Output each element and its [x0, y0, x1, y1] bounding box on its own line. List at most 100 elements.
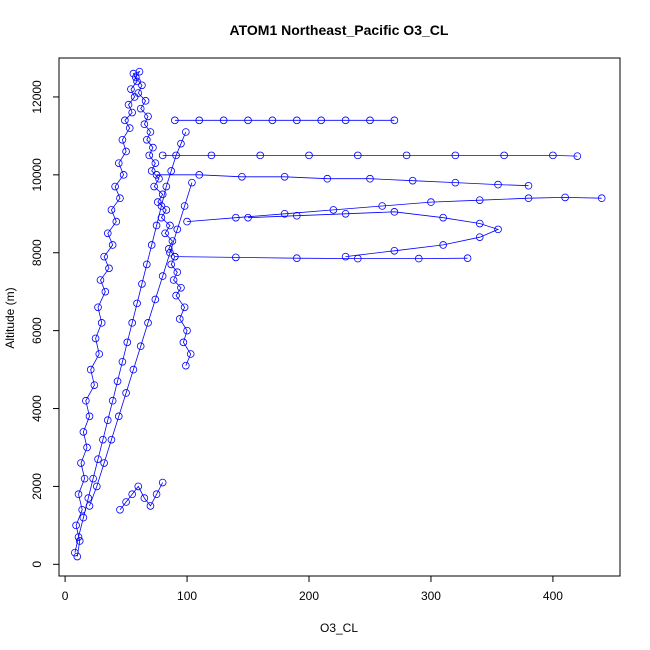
- data-point: [122, 389, 130, 397]
- data-point: [114, 412, 123, 421]
- data-point: [144, 319, 152, 327]
- data-point: [151, 159, 160, 167]
- series-line: [247, 211, 500, 257]
- series-line: [174, 256, 468, 260]
- data-point: [128, 108, 136, 117]
- data-point: [158, 272, 167, 280]
- data-point: [561, 193, 569, 202]
- y-tick-label: 12000: [30, 80, 44, 114]
- data-point: [280, 209, 289, 218]
- series-line: [162, 154, 578, 157]
- data-point: [180, 202, 189, 210]
- series-line: [187, 196, 602, 222]
- data-point: [414, 254, 423, 263]
- data-point: [390, 246, 399, 255]
- data-series: [171, 252, 472, 263]
- data-point: [113, 377, 122, 386]
- data-point: [132, 73, 140, 82]
- data-point: [524, 194, 533, 203]
- data-point: [121, 116, 129, 125]
- data-point: [145, 151, 154, 160]
- data-point: [107, 206, 116, 214]
- y-tick-label: 8000: [30, 239, 44, 266]
- data-point: [129, 365, 138, 374]
- data-point: [171, 252, 179, 261]
- data-point: [164, 245, 173, 253]
- data-point: [94, 303, 102, 312]
- series-line: [119, 482, 164, 511]
- data-point: [329, 206, 338, 214]
- data-point: [108, 241, 117, 249]
- data-point: [100, 459, 108, 467]
- data-point: [71, 548, 79, 557]
- data-point: [177, 139, 185, 148]
- data-point: [166, 221, 174, 230]
- x-tick-label: 200: [299, 589, 319, 603]
- data-point: [73, 552, 82, 561]
- data-point: [353, 151, 362, 160]
- data-point: [107, 435, 116, 444]
- x-axis-label: O3_CL: [320, 621, 358, 635]
- data-point: [143, 135, 151, 144]
- data-point: [157, 202, 166, 210]
- data-point: [147, 241, 156, 249]
- data-point: [494, 225, 502, 234]
- data-point: [138, 81, 146, 90]
- data-point: [135, 67, 144, 76]
- plot-frame: [58, 57, 621, 577]
- data-point: [146, 502, 155, 510]
- y-tick-label: 10000: [30, 158, 44, 192]
- data-point: [111, 182, 119, 191]
- data-point: [128, 490, 136, 499]
- y-tick-label: 0: [30, 561, 44, 568]
- data-point: [158, 478, 167, 487]
- data-point: [108, 396, 117, 405]
- data-point: [95, 350, 104, 358]
- data-point: [183, 217, 191, 226]
- data-point: [103, 229, 112, 238]
- data-point: [96, 276, 105, 284]
- data-series: [85, 178, 196, 510]
- data-point: [378, 202, 386, 210]
- data-point: [149, 143, 157, 152]
- data-series: [116, 478, 167, 514]
- chart-title: ATOM1 Northeast_Pacific O3_CL: [230, 22, 449, 38]
- data-point: [173, 268, 182, 277]
- data-series: [152, 171, 533, 190]
- data-point: [167, 260, 176, 269]
- data-point: [94, 455, 102, 463]
- data-point: [105, 264, 113, 273]
- data-series: [171, 116, 399, 125]
- x-tick-label: 300: [421, 589, 441, 603]
- data-point: [143, 260, 151, 269]
- x-tick-label: 100: [177, 589, 197, 603]
- data-point: [166, 248, 174, 257]
- data-point: [77, 459, 85, 467]
- data-point: [183, 326, 191, 335]
- data-point: [195, 171, 204, 179]
- data-point: [186, 350, 195, 358]
- data-point: [238, 172, 246, 181]
- data-point: [125, 124, 134, 132]
- data-point: [182, 361, 190, 370]
- data-point: [123, 338, 132, 347]
- data-point: [341, 116, 350, 125]
- data-point: [341, 252, 350, 261]
- data-point: [451, 151, 460, 160]
- data-point: [83, 443, 91, 452]
- data-point: [597, 194, 606, 203]
- data-point: [256, 151, 265, 160]
- data-point: [72, 521, 80, 530]
- data-point: [232, 213, 240, 222]
- data-point: [167, 167, 176, 175]
- data-point: [146, 128, 155, 136]
- data-point: [293, 116, 301, 125]
- data-point: [99, 435, 107, 444]
- data-point: [172, 291, 180, 300]
- data-point: [177, 283, 185, 292]
- data-point: [152, 171, 161, 179]
- data-point: [91, 334, 100, 343]
- data-point: [402, 151, 411, 160]
- data-point: [390, 116, 399, 125]
